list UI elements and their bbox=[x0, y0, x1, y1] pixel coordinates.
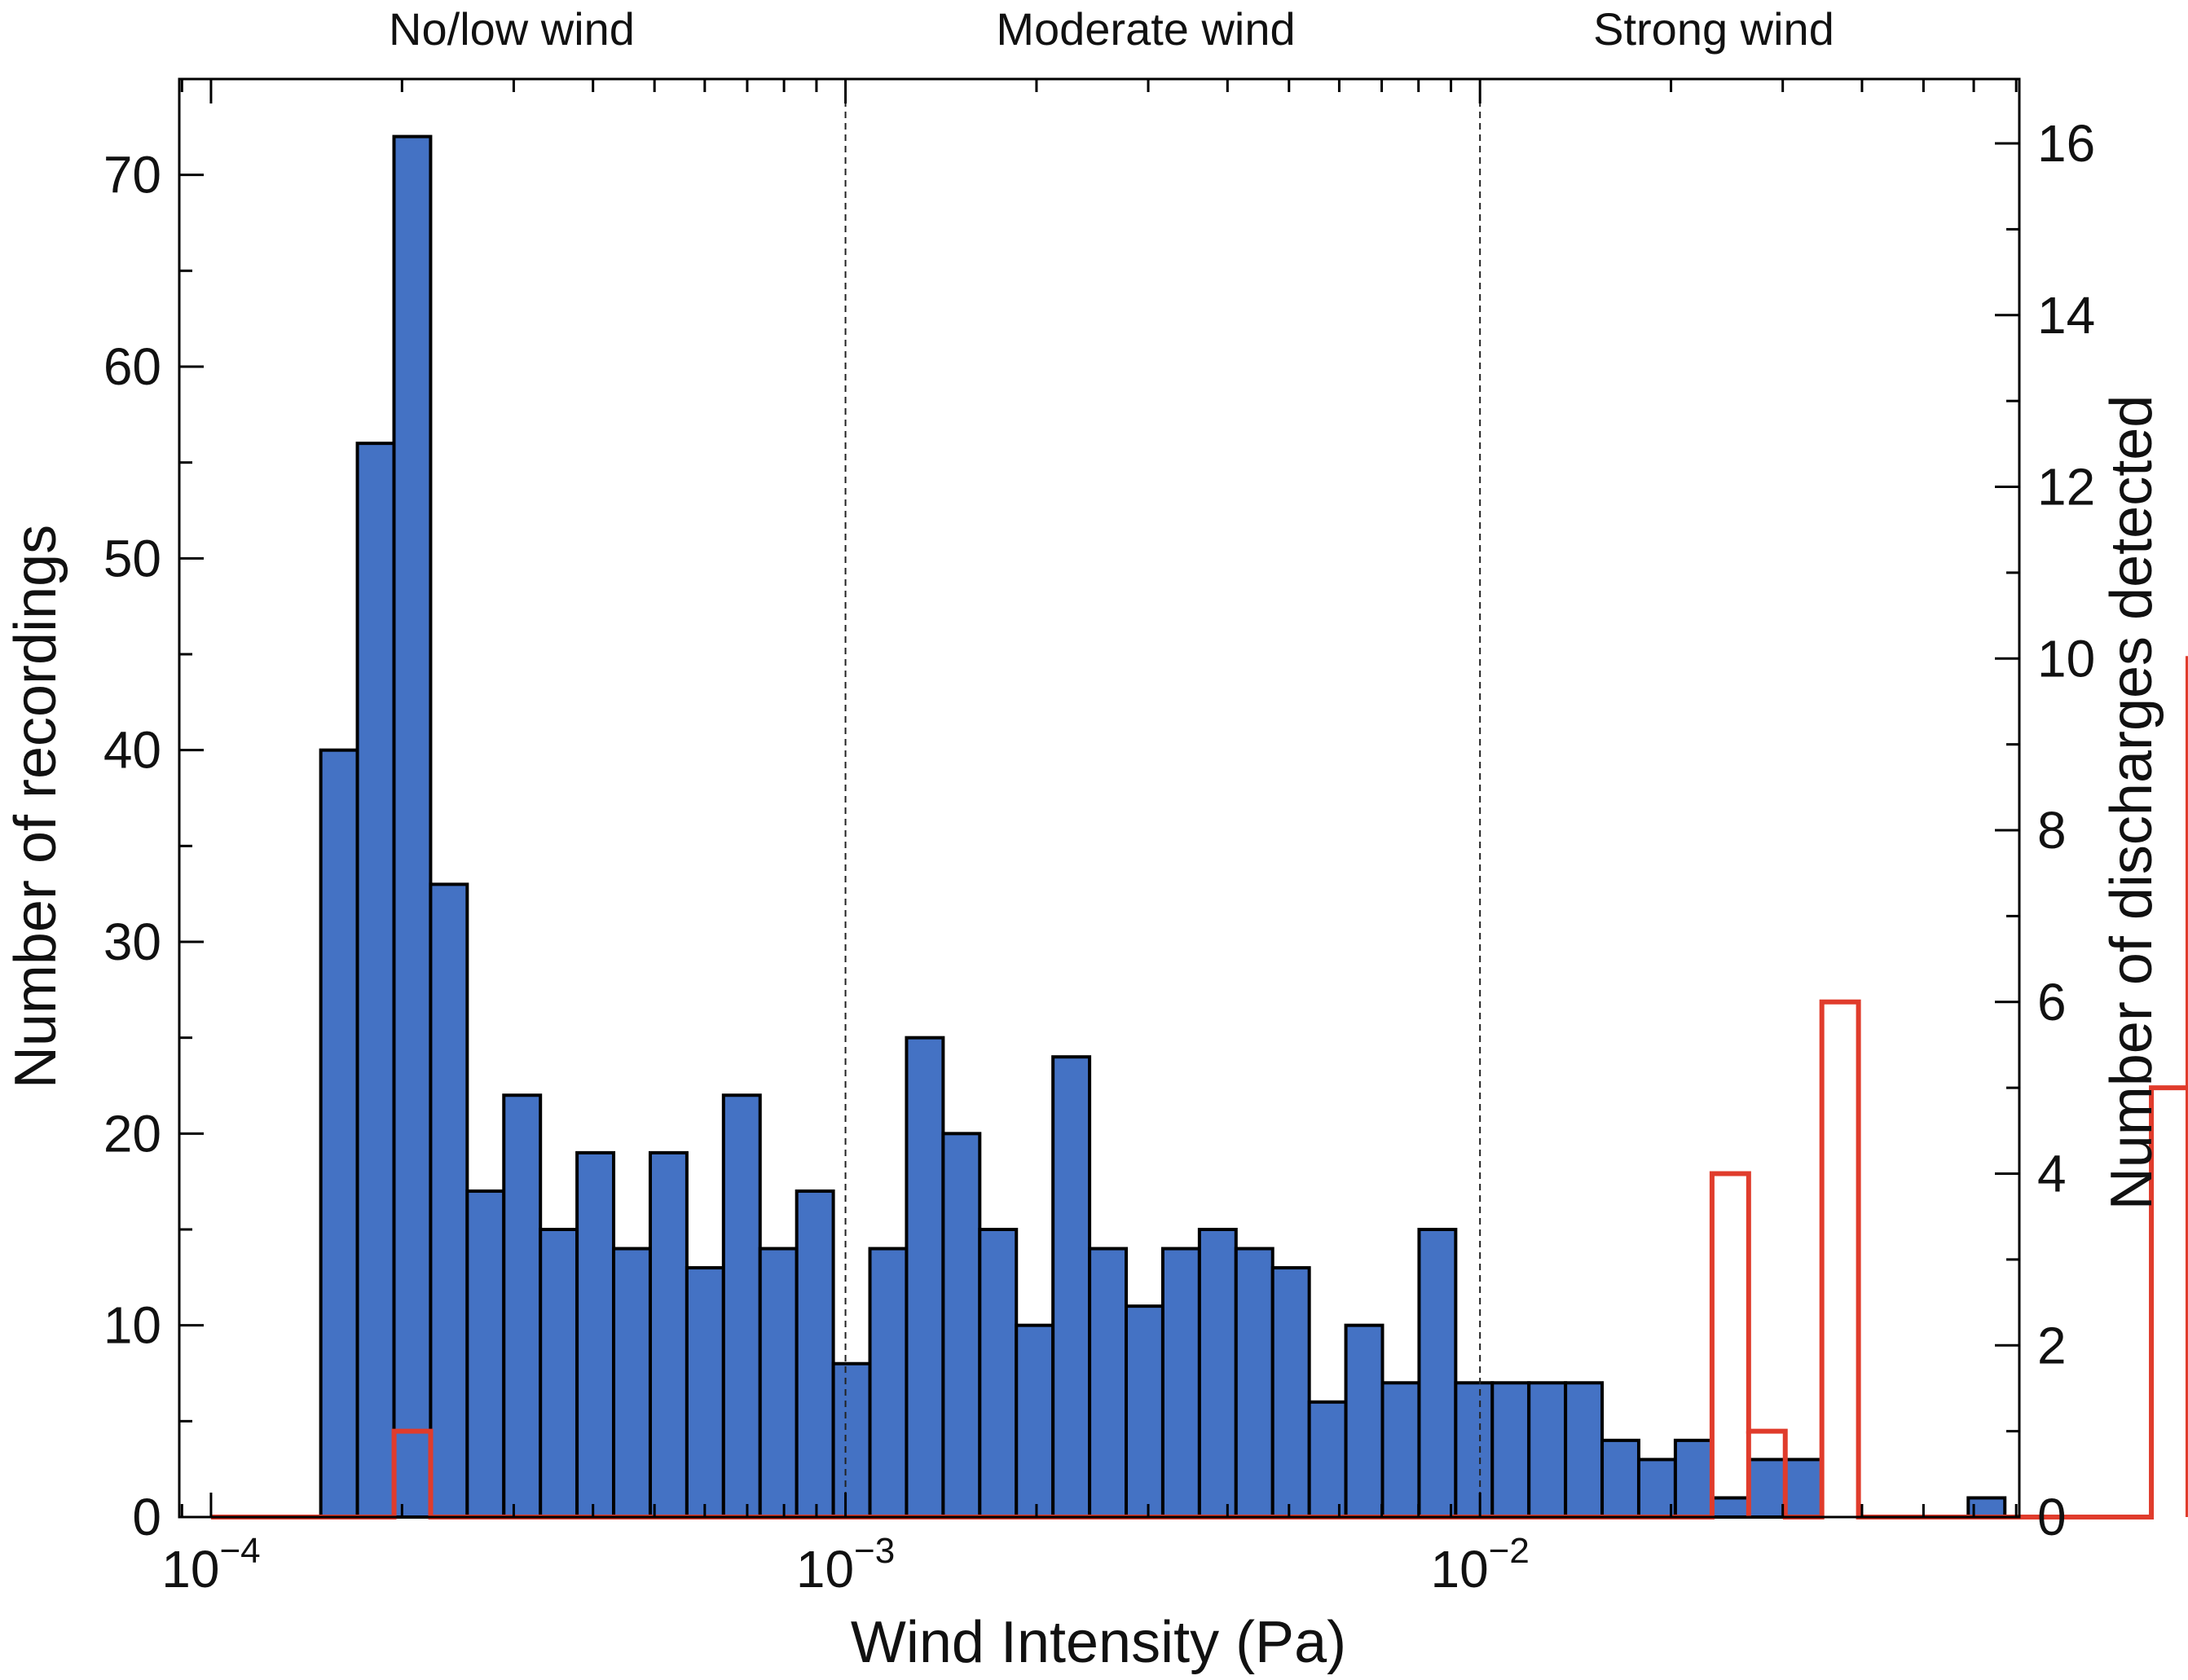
y-left-tick-label: 10 bbox=[103, 1296, 161, 1355]
y-right-tick-label: 14 bbox=[2037, 286, 2095, 345]
recordings-bar bbox=[539, 1228, 579, 1519]
recordings-bar bbox=[1527, 1381, 1568, 1519]
x-axis-label: Wind Intensity (Pa) bbox=[851, 1610, 1346, 1675]
recordings-bar bbox=[1160, 1247, 1201, 1519]
y-left-tick-label: 50 bbox=[103, 529, 161, 587]
recordings-bar bbox=[941, 1132, 982, 1519]
recordings-bar bbox=[1051, 1055, 1092, 1519]
recordings-bar bbox=[905, 1036, 945, 1519]
y-right-tick-label: 6 bbox=[2037, 973, 2067, 1031]
plot-frame bbox=[178, 77, 2021, 1519]
recordings-bar bbox=[1270, 1266, 1311, 1519]
y-right-tick-label: 2 bbox=[2037, 1316, 2067, 1374]
recordings-bar bbox=[355, 442, 396, 1519]
y-left-tick-label: 0 bbox=[132, 1488, 161, 1546]
recordings-bar bbox=[1234, 1247, 1274, 1519]
recordings-bar bbox=[1783, 1458, 1824, 1519]
recordings-bar bbox=[1344, 1323, 1385, 1519]
recordings-bar bbox=[1673, 1438, 1714, 1519]
y-right-tick-label: 16 bbox=[2037, 114, 2095, 173]
recordings-bar bbox=[1600, 1438, 1640, 1519]
region-label-strong: Strong wind bbox=[1593, 3, 1834, 55]
recordings-bar bbox=[465, 1189, 506, 1519]
recordings-bar bbox=[1564, 1381, 1605, 1519]
x-tick-label: 10−2 bbox=[1430, 1531, 1529, 1599]
recordings-bar bbox=[648, 1150, 689, 1519]
recordings-bar bbox=[319, 748, 359, 1519]
recordings-bar bbox=[721, 1093, 762, 1519]
recordings-bar bbox=[868, 1247, 909, 1519]
recordings-bar bbox=[1710, 1496, 1750, 1519]
recordings-bar bbox=[1088, 1247, 1129, 1519]
recordings-bar bbox=[502, 1093, 543, 1519]
y-left-tick-label: 20 bbox=[103, 1104, 161, 1163]
y-right-tick-label: 10 bbox=[2037, 629, 2095, 688]
y-left-tick-label: 60 bbox=[103, 337, 161, 396]
recordings-bar bbox=[685, 1266, 725, 1519]
recordings-bar bbox=[1125, 1304, 1164, 1519]
recordings-bar bbox=[978, 1228, 1019, 1519]
y-axis-label-left: Number of recordings bbox=[3, 525, 68, 1088]
y-right-tick-label: 4 bbox=[2037, 1145, 2067, 1203]
region-label-moderate: Moderate wind bbox=[996, 3, 1295, 55]
recordings-bar bbox=[1015, 1323, 1055, 1519]
y-right-tick-label: 0 bbox=[2037, 1488, 2067, 1546]
recordings-bar bbox=[1417, 1228, 1458, 1519]
recordings-bar bbox=[612, 1247, 652, 1519]
recordings-bar bbox=[1490, 1381, 1531, 1519]
y-right-tick-label: 8 bbox=[2037, 801, 2067, 860]
recordings-bar bbox=[392, 134, 433, 1519]
recordings-bar bbox=[1746, 1458, 1787, 1519]
recordings-bar bbox=[831, 1361, 872, 1519]
y-left-tick-label: 30 bbox=[103, 913, 161, 971]
recordings-bar bbox=[1380, 1381, 1421, 1519]
recordings-bar bbox=[795, 1189, 835, 1519]
recordings-bar bbox=[1454, 1381, 1495, 1519]
recordings-bar bbox=[575, 1150, 616, 1519]
recordings-bar bbox=[758, 1247, 799, 1519]
recordings-bar bbox=[1307, 1400, 1348, 1519]
y-left-tick-label: 40 bbox=[103, 721, 161, 780]
x-tick-label: 10−3 bbox=[796, 1531, 895, 1599]
region-label-low: No/low wind bbox=[389, 3, 635, 55]
y-axis-label-right: Number of discharges detected bbox=[2099, 395, 2164, 1211]
recordings-bar bbox=[1197, 1228, 1238, 1519]
x-tick-label: 10−4 bbox=[161, 1531, 260, 1599]
y-right-tick-label: 12 bbox=[2037, 458, 2095, 517]
recordings-bar bbox=[429, 882, 469, 1519]
y-left-tick-label: 70 bbox=[103, 146, 161, 205]
